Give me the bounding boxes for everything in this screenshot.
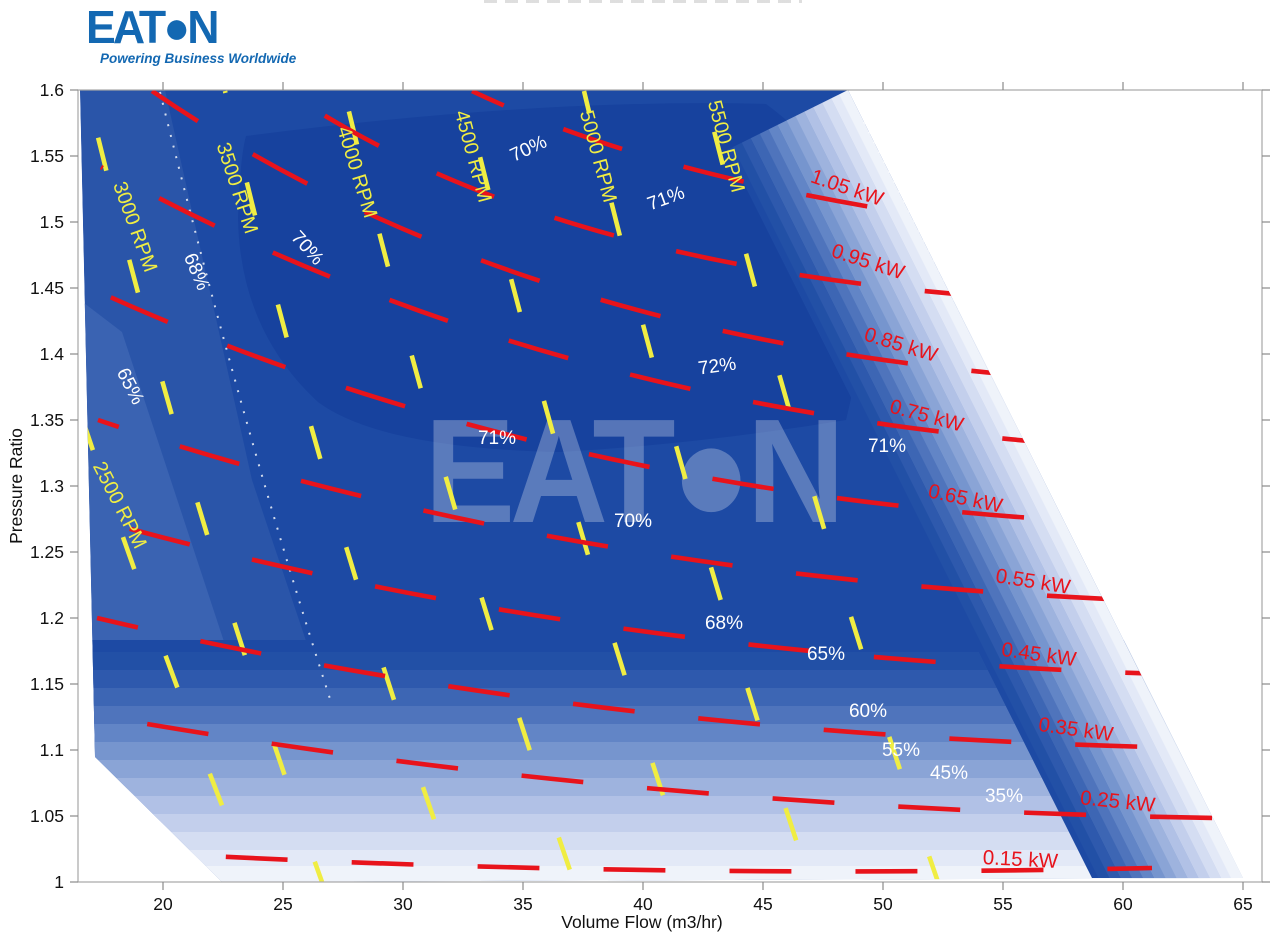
efficiency-label: 55% [882, 740, 920, 761]
speed-line-4000-rpm [341, 90, 577, 882]
x-tick-label: 40 [633, 894, 653, 914]
x-tick-label: 45 [753, 894, 772, 914]
power-line-1.05-kw [471, 90, 942, 221]
y-tick-label: 1.3 [40, 476, 64, 496]
tick-marks [70, 82, 1270, 890]
y-axis-title: Pressure Ratio [6, 428, 26, 544]
efficiency-label: 60% [849, 701, 887, 722]
x-tick-label: 50 [873, 894, 893, 914]
power-line-0.15-kw [99, 847, 1153, 874]
power-line-0.65-kw [98, 289, 1096, 525]
y-tick-label: 1.45 [30, 278, 64, 298]
power-line-0.85-kw [150, 90, 1016, 378]
x-tick-label: 60 [1113, 894, 1133, 914]
efficiency-label: 71% [868, 436, 906, 457]
x-tick-label: 65 [1233, 894, 1252, 914]
efficiency-label: 68% [705, 613, 743, 634]
speed-line-5000-rpm [581, 90, 813, 882]
y-tick-label: 1.05 [30, 806, 64, 826]
x-axis-title: Volume Flow (m3/hr) [561, 912, 722, 932]
speed-line-3500-rpm [222, 90, 459, 882]
cropped-title-remnant [484, 0, 802, 3]
y-tick-label: 1.2 [40, 608, 64, 628]
y-tick-label: 1.15 [30, 674, 64, 694]
y-tick-label: 1.4 [40, 344, 65, 364]
x-tick-label: 30 [393, 894, 413, 914]
axes: 20 25 30 35 40 45 50 55 60 65 1.6 1.55 1.5 1.45 1.4 1.3… [6, 80, 1270, 932]
y-tick-label: 1.1 [40, 740, 64, 760]
contour-lines [80, 90, 1215, 882]
y-tick-label: 1.6 [40, 80, 64, 100]
y-tick-label: 1.25 [30, 542, 64, 562]
power-line-0.75-kw [99, 164, 1054, 446]
speed-line-4500-rpm [461, 90, 695, 882]
power-line-0.95-kw [284, 90, 982, 299]
tick-labels: 20 25 30 35 40 45 50 55 60 65 1.6 1.55 1.5 1.45 1.4 1.3… [30, 80, 1253, 914]
contour-fill-layers [80, 90, 1243, 882]
power-line-0.55-kw [97, 417, 1132, 603]
efficiency-label: 65% [807, 644, 845, 665]
y-tick-label: 1.35 [30, 410, 64, 430]
x-tick-label: 35 [513, 894, 532, 914]
efficiency-label: 71% [478, 428, 516, 449]
y-tick-label: 1 [54, 872, 64, 892]
y-tick-label: 1.5 [40, 212, 64, 232]
x-tick-label: 55 [993, 894, 1012, 914]
x-tick-label: 20 [153, 894, 173, 914]
power-line-0.25-kw [94, 712, 1215, 821]
efficiency-label: 45% [930, 763, 968, 784]
efficiency-label: 35% [985, 786, 1023, 807]
eaton-logo: EAT●N Powering Business Worldwide [86, 4, 296, 66]
efficiency-label: 70% [614, 511, 652, 532]
kw-label: 0.15 kW [982, 846, 1059, 873]
eaton-logo-wordmark: EAT●N [86, 1, 219, 53]
y-tick-label: 1.55 [30, 146, 64, 166]
power-line-0.35-kw [96, 615, 1198, 751]
speed-line-3000-rpm [84, 91, 325, 882]
x-tick-label: 25 [273, 894, 292, 914]
eaton-logo-tagline: Powering Business Worldwide [100, 51, 297, 66]
eaton-watermark: EAT●N [424, 389, 839, 554]
